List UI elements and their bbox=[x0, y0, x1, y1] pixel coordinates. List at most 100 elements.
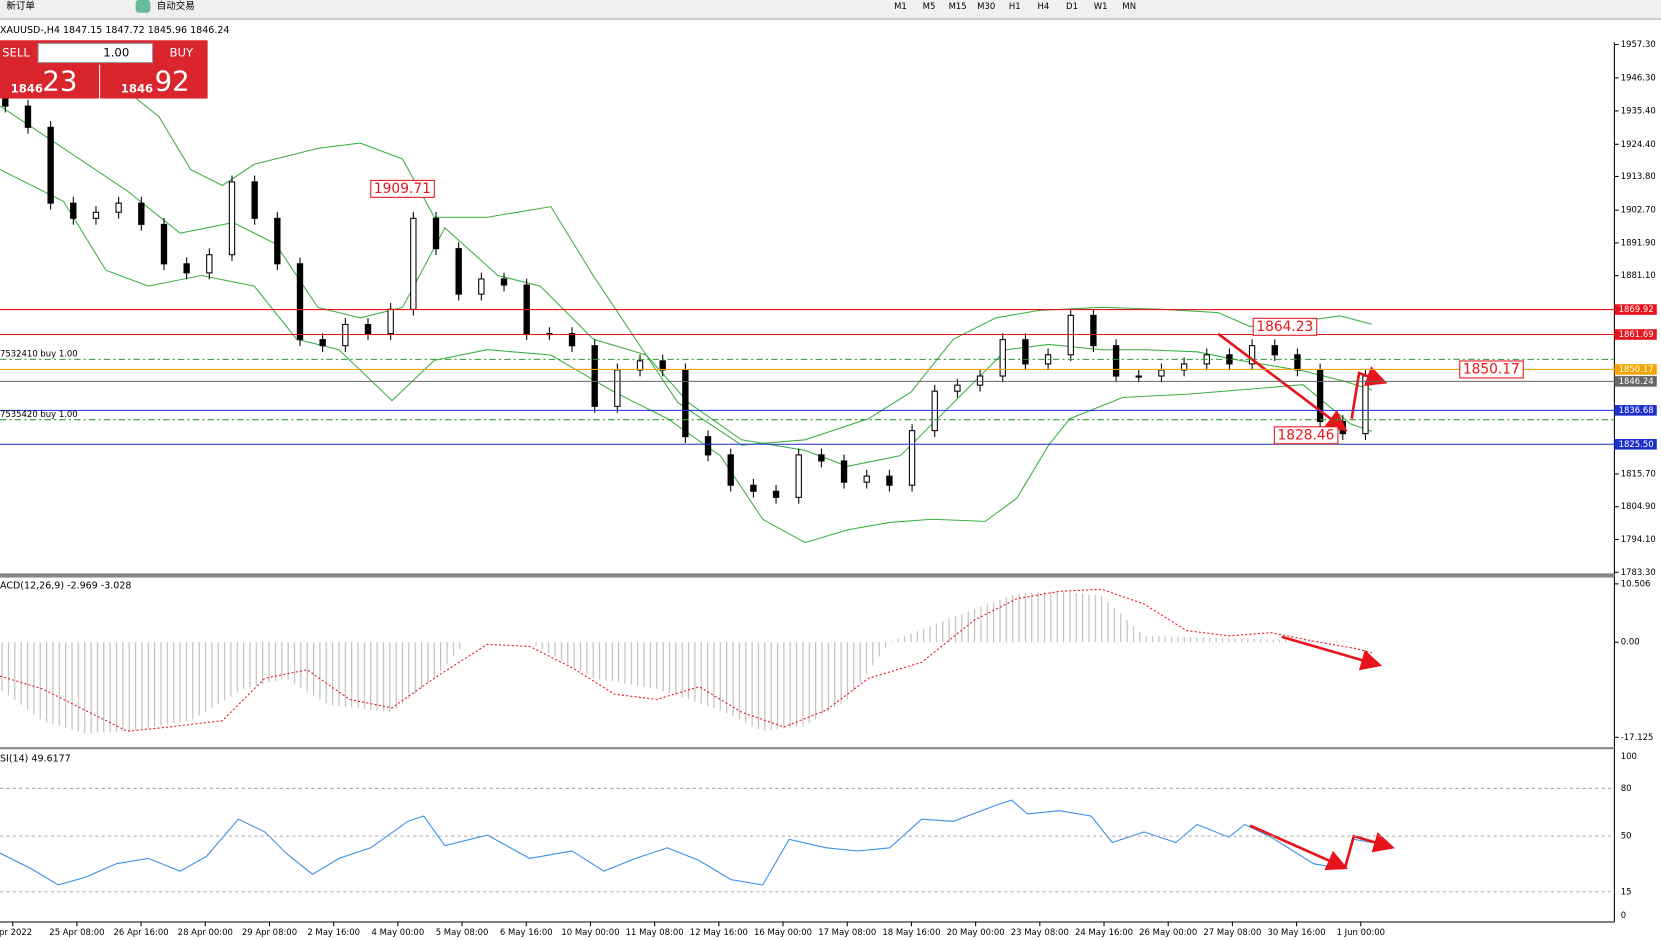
separator bbox=[0, 573, 1615, 578]
timeframe[interactable]: W1 bbox=[1094, 1, 1108, 11]
buy-price: 1846 bbox=[121, 82, 153, 96]
lots-box[interactable] bbox=[37, 42, 154, 64]
auto-icon bbox=[135, 0, 151, 13]
price-label: 1902.70 bbox=[1621, 205, 1656, 215]
price-label: 1815.70 bbox=[1621, 468, 1656, 478]
annotation: 1909.71 bbox=[374, 181, 431, 197]
level-label: 1861.69 bbox=[1619, 329, 1654, 339]
candle bbox=[636, 360, 644, 371]
level-label: 1825.50 bbox=[1619, 439, 1654, 449]
date-label: 6 May 16:00 bbox=[500, 927, 553, 937]
price-label: 1946.30 bbox=[1621, 72, 1656, 82]
band-upper bbox=[42, 63, 1372, 446]
buy-button[interactable]: BUY bbox=[169, 45, 194, 59]
candle bbox=[727, 454, 734, 486]
candle bbox=[206, 254, 213, 274]
arrow bbox=[1344, 832, 1395, 868]
lots: 1.00 bbox=[103, 45, 129, 59]
band-lower bbox=[0, 169, 1372, 544]
sell-button[interactable]: SELL bbox=[2, 45, 30, 59]
candle bbox=[160, 223, 168, 265]
auto-trading[interactable]: 自动交易 bbox=[157, 0, 195, 12]
candle bbox=[455, 248, 462, 295]
annotation-box bbox=[1459, 360, 1524, 379]
candle bbox=[999, 339, 1006, 377]
timeframe[interactable]: M15 bbox=[949, 1, 967, 11]
annotation-box bbox=[1273, 426, 1339, 445]
rsi-label: SI(14) 49.6177 bbox=[0, 753, 71, 764]
macd-tick: 10.506 bbox=[1621, 578, 1651, 588]
timeframe[interactable]: H1 bbox=[1009, 1, 1021, 11]
candle bbox=[432, 217, 440, 250]
level-tag bbox=[1614, 438, 1657, 450]
annotation: 1850.17 bbox=[1463, 361, 1520, 377]
annotation-box bbox=[1252, 317, 1318, 336]
trade-panel: SELL BUY 1.00 1846 23 1846 92 bbox=[0, 40, 208, 99]
candle bbox=[342, 323, 349, 347]
candle bbox=[47, 126, 54, 204]
date-label: 2 May 16:00 bbox=[307, 927, 360, 937]
level-tag bbox=[1614, 304, 1657, 315]
candle bbox=[70, 202, 77, 219]
date-label: 24 May 16:00 bbox=[1075, 927, 1133, 937]
candle bbox=[500, 278, 508, 286]
arrow bbox=[1281, 635, 1383, 671]
candle bbox=[274, 217, 281, 265]
level-tag bbox=[1614, 364, 1657, 375]
candle bbox=[591, 345, 598, 407]
candle bbox=[1316, 369, 1324, 423]
level-label: 1836.68 bbox=[1619, 405, 1654, 415]
candle bbox=[954, 384, 961, 392]
date-label: 11 May 08:00 bbox=[626, 927, 684, 937]
date-label: 28 Apr 00:00 bbox=[178, 927, 233, 937]
candle bbox=[614, 369, 621, 407]
candle bbox=[1248, 345, 1256, 365]
price-label: 1783.30 bbox=[1621, 567, 1656, 577]
candle bbox=[228, 181, 236, 256]
candle bbox=[908, 430, 916, 486]
timeframe[interactable]: M5 bbox=[923, 1, 936, 11]
order-label: 7535420 buy 1.00 bbox=[0, 409, 78, 419]
candle bbox=[1022, 339, 1029, 365]
timeframe[interactable]: M1 bbox=[894, 1, 907, 11]
rsi-line bbox=[0, 799, 1372, 886]
candle bbox=[24, 105, 32, 128]
price-label: 1881.10 bbox=[1621, 270, 1656, 280]
candle bbox=[818, 454, 825, 462]
rsi-tick: 0 bbox=[1621, 910, 1626, 920]
new-order[interactable]: 新订单 bbox=[6, 0, 35, 12]
candle bbox=[1362, 375, 1369, 435]
date-label: 10 May 00:00 bbox=[561, 927, 619, 937]
date-label: 25 Apr 08:00 bbox=[49, 927, 104, 937]
price-label: 1891.90 bbox=[1621, 237, 1656, 247]
sell-price-pips: 23 bbox=[42, 66, 77, 98]
candle bbox=[115, 202, 122, 213]
candle bbox=[795, 454, 802, 498]
level-label: 1846.24 bbox=[1619, 376, 1654, 386]
candle bbox=[138, 202, 145, 225]
macd-tick: -17.125 bbox=[1621, 732, 1654, 742]
level-tag bbox=[1614, 329, 1657, 340]
timeframe[interactable]: D1 bbox=[1066, 1, 1078, 11]
timeframe[interactable]: M30 bbox=[977, 1, 995, 11]
date-label: 23 May 08:00 bbox=[1011, 927, 1069, 937]
timeframe[interactable]: MN bbox=[1122, 1, 1136, 11]
buy-price-pips: 92 bbox=[155, 66, 190, 98]
price-label: 1794.10 bbox=[1621, 534, 1656, 544]
macd-tick: 0.00 bbox=[1621, 637, 1640, 647]
candle bbox=[364, 323, 372, 335]
date-label: 12 May 16:00 bbox=[690, 927, 748, 937]
candle bbox=[1294, 354, 1301, 371]
date-label: 27 May 08:00 bbox=[1203, 927, 1261, 937]
annotation: 1864.23 bbox=[1256, 319, 1313, 335]
price-label: 1935.40 bbox=[1621, 105, 1656, 115]
candle bbox=[1067, 314, 1074, 356]
candle bbox=[387, 308, 394, 335]
candle bbox=[976, 375, 984, 386]
annotation: 1828.46 bbox=[1278, 427, 1335, 443]
date-label: 20 May 00:00 bbox=[947, 927, 1005, 937]
candle bbox=[183, 263, 190, 274]
candle bbox=[772, 490, 780, 498]
candle bbox=[478, 278, 485, 295]
timeframe[interactable]: H4 bbox=[1038, 1, 1050, 11]
